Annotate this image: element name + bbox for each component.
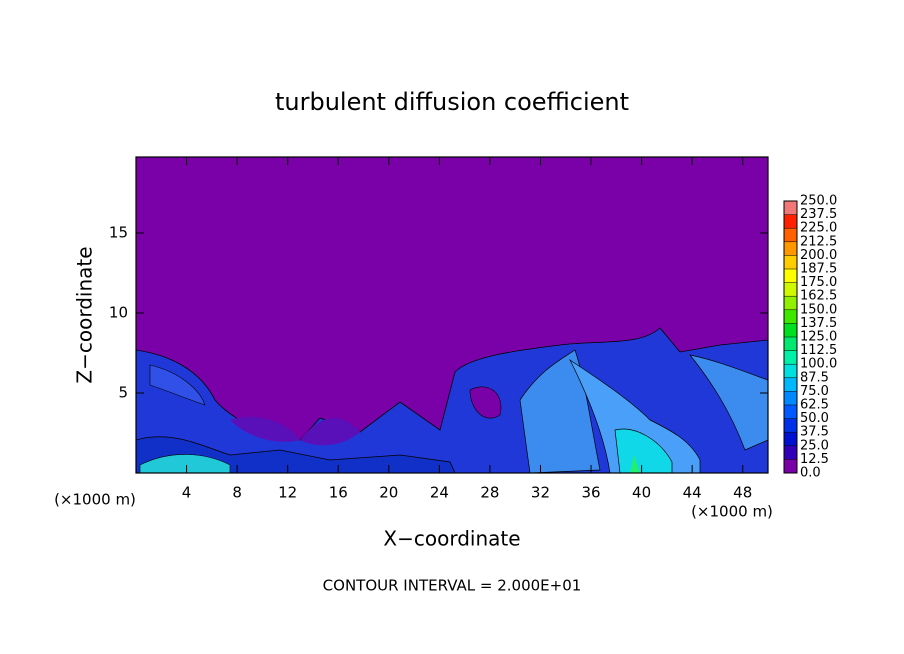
y-tick-label: 10 (109, 304, 128, 322)
x-tick-label: 36 (581, 484, 600, 502)
y-axis-label: Z−coordinate (73, 246, 97, 383)
colorbar-swatch (784, 255, 797, 269)
colorbar-swatch (784, 418, 797, 433)
chart-title: turbulent diffusion coefficient (275, 88, 629, 116)
colorbar-swatch (784, 269, 797, 283)
colorbar-swatch (784, 323, 797, 337)
x-tick-label: 28 (480, 484, 499, 502)
colorbar-label: 162.5 (800, 289, 837, 304)
colorbar-label: 87.5 (800, 370, 829, 385)
x-tick-label: 12 (278, 484, 297, 502)
colorbar-label: 237.5 (800, 207, 837, 222)
x-tick-label: 48 (733, 484, 752, 502)
colorbar-swatch (784, 309, 797, 324)
colorbar-label: 150.0 (800, 302, 837, 317)
colorbar-swatch (784, 214, 797, 229)
colorbar-label: 100.0 (800, 357, 837, 372)
x-axis-label: X−coordinate (383, 527, 520, 551)
footer: CONTOUR INTERVAL = 2.000E+01 (323, 577, 582, 595)
colorbar-label: 137.5 (800, 316, 837, 331)
colorbar-swatch (784, 350, 797, 365)
colorbar-label: 37.5 (800, 425, 829, 440)
colorbar-label: 0.0 (800, 466, 821, 481)
x-tick-label: 4 (182, 484, 192, 502)
colorbar-swatch (784, 296, 797, 310)
x-tick-label: 44 (683, 484, 702, 502)
x-tick-label: 16 (329, 484, 348, 502)
y-tick-label: 5 (118, 384, 128, 402)
colorbar-swatch (784, 228, 797, 242)
y-unit: (×1000 m) (54, 491, 136, 509)
colorbar-label: 125.0 (800, 330, 837, 345)
colorbar-label: 62.5 (800, 398, 829, 413)
colorbar-swatch (784, 364, 797, 378)
colorbar-swatch (784, 241, 797, 256)
colorbar-label: 175.0 (800, 275, 837, 290)
colorbar-label: 225.0 (800, 221, 837, 236)
colorbar-label: 250.0 (800, 194, 837, 209)
colorbar-swatch (784, 282, 797, 297)
x-tick-label: 32 (531, 484, 550, 502)
plot-frame (135, 156, 769, 474)
colorbar-swatch (784, 459, 797, 473)
y-tick-label: 15 (109, 224, 128, 242)
colorbar-label: 112.5 (800, 343, 837, 358)
x-unit: (×1000 m) (691, 503, 773, 521)
colorbar-label: 50.0 (800, 411, 829, 426)
colorbar-label: 212.5 (800, 234, 837, 249)
colorbar-swatch (784, 432, 797, 446)
field (136, 157, 768, 473)
colorbar-label: 12.5 (800, 452, 829, 467)
colorbar-label: 75.0 (800, 384, 829, 399)
colorbar-swatch (784, 337, 797, 351)
colorbar-swatch (784, 201, 797, 215)
x-tick-label: 8 (232, 484, 242, 502)
x-tick-label: 20 (379, 484, 398, 502)
colorbar-swatch (784, 405, 797, 419)
x-tick-label: 40 (632, 484, 651, 502)
colorbar-swatch (784, 445, 797, 460)
colorbar-label: 25.0 (800, 438, 829, 453)
colorbar-label: 187.5 (800, 262, 837, 277)
x-tick-label: 24 (430, 484, 449, 502)
colorbar-label: 200.0 (800, 248, 837, 263)
colorbar-swatch (784, 377, 797, 392)
colorbar-swatch (784, 391, 797, 405)
